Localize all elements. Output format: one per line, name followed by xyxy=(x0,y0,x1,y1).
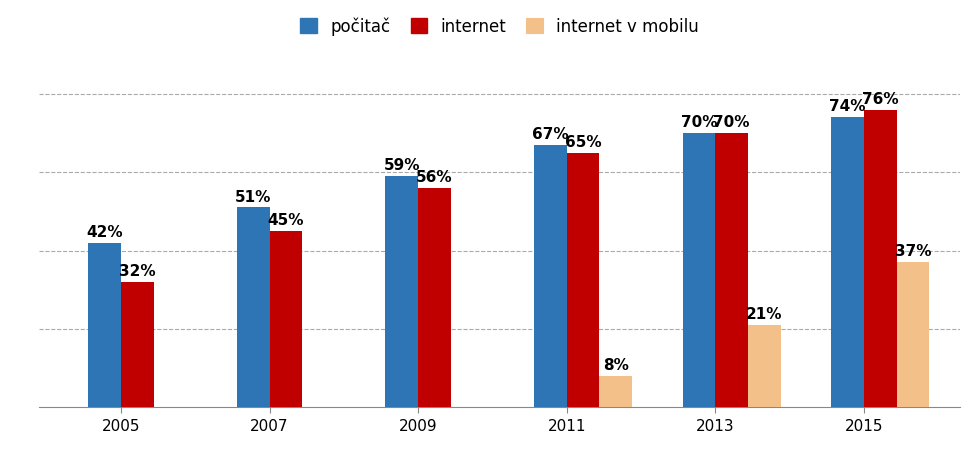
Text: 76%: 76% xyxy=(861,91,899,106)
Text: 8%: 8% xyxy=(603,357,628,372)
Bar xyxy=(566,153,600,407)
Bar xyxy=(748,325,781,407)
Text: 51%: 51% xyxy=(235,189,271,204)
Text: 37%: 37% xyxy=(895,244,931,259)
Bar xyxy=(600,376,632,407)
Text: 65%: 65% xyxy=(564,134,602,150)
Bar xyxy=(418,188,451,407)
Bar xyxy=(385,177,418,407)
Bar xyxy=(897,263,929,407)
Bar xyxy=(270,232,302,407)
Bar xyxy=(831,118,863,407)
Bar xyxy=(534,145,566,407)
Text: 45%: 45% xyxy=(268,213,304,228)
Bar xyxy=(682,134,715,407)
Bar xyxy=(863,110,897,407)
Text: 32%: 32% xyxy=(119,263,156,278)
Bar xyxy=(237,208,270,407)
Bar xyxy=(88,243,121,407)
Text: 70%: 70% xyxy=(713,115,750,130)
Text: 42%: 42% xyxy=(86,225,122,239)
Text: 21%: 21% xyxy=(746,307,782,321)
Text: 70%: 70% xyxy=(681,115,717,130)
Text: 74%: 74% xyxy=(829,99,865,114)
Text: 56%: 56% xyxy=(416,169,453,185)
Text: 59%: 59% xyxy=(383,158,420,173)
Legend: počitač, internet, internet v mobilu: počitač, internet, internet v mobilu xyxy=(294,11,706,43)
Text: 67%: 67% xyxy=(532,126,568,142)
Bar xyxy=(121,282,154,407)
Bar xyxy=(715,134,748,407)
